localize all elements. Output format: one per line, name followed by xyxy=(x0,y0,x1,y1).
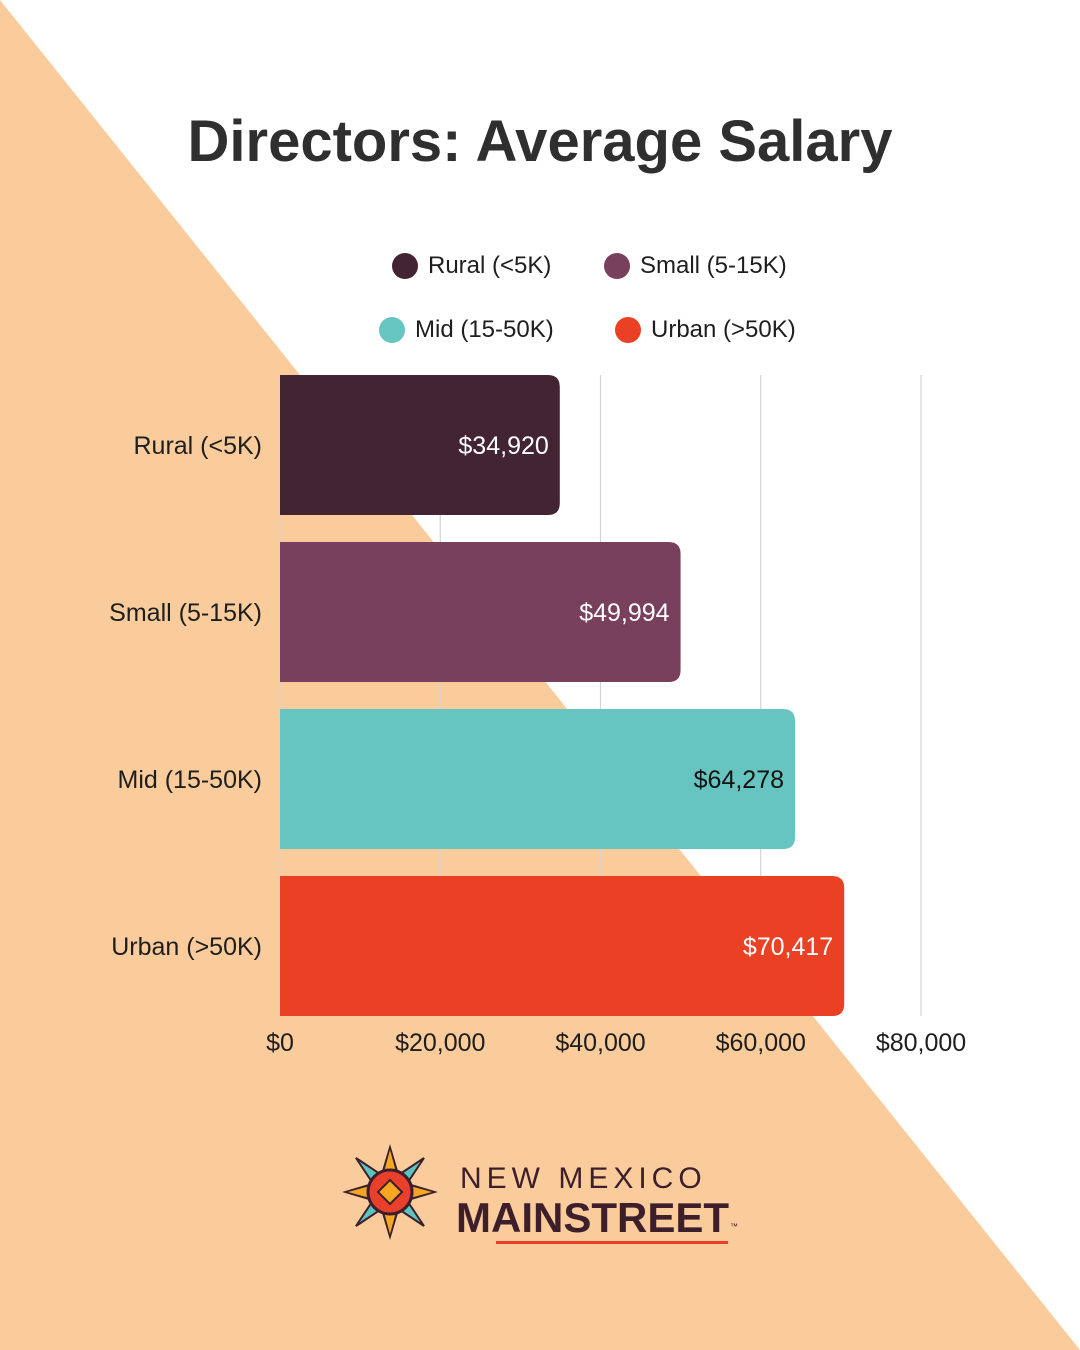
legend-swatch xyxy=(379,317,405,343)
x-tick-label: $20,000 xyxy=(395,1029,485,1057)
legend-item-small: Small (5-15K) xyxy=(604,252,787,280)
legend-label: Small (5-15K) xyxy=(640,252,787,279)
bar xyxy=(280,709,796,849)
legend-swatch xyxy=(615,317,641,343)
bar-value-label: $49,994 xyxy=(579,599,669,627)
legend-swatch xyxy=(604,253,630,279)
bar-value-label: $70,417 xyxy=(743,933,833,961)
logo-text-new-mexico: NEW MEXICO xyxy=(460,1162,707,1195)
x-tick-label: $60,000 xyxy=(716,1029,806,1057)
legend-item-mid: Mid (15-50K) xyxy=(379,316,554,344)
legend-label: Urban (>50K) xyxy=(651,316,796,343)
bar-value-label: $34,920 xyxy=(458,432,548,460)
mainstreet-star-icon xyxy=(342,1144,438,1240)
category-label: Urban (>50K) xyxy=(111,933,262,961)
logo-trademark: ™ xyxy=(730,1222,738,1231)
bar-value-label: $64,278 xyxy=(694,766,784,794)
legend-label: Mid (15-50K) xyxy=(415,316,554,343)
legend-swatch xyxy=(392,253,418,279)
x-tick-label: $80,000 xyxy=(876,1029,966,1057)
category-label: Small (5-15K) xyxy=(109,599,262,627)
legend-item-urban: Urban (>50K) xyxy=(615,316,796,344)
x-tick-label: $0 xyxy=(266,1029,294,1057)
logo-text-mainstreet: MAINSTREET xyxy=(456,1194,729,1241)
bar xyxy=(280,375,560,515)
category-label: Rural (<5K) xyxy=(133,432,262,460)
bar xyxy=(280,542,681,682)
new-mexico-mainstreet-logo: NEW MEXICO MAINSTREET ™ xyxy=(340,1138,760,1248)
legend-item-rural: Rural (<5K) xyxy=(392,252,551,280)
legend-label: Rural (<5K) xyxy=(428,252,552,279)
chart-title: Directors: Average Salary xyxy=(187,109,893,174)
x-tick-label: $40,000 xyxy=(555,1029,645,1057)
bar xyxy=(280,876,845,1016)
category-label: Mid (15-50K) xyxy=(118,766,263,794)
logo-underline xyxy=(496,1241,728,1244)
